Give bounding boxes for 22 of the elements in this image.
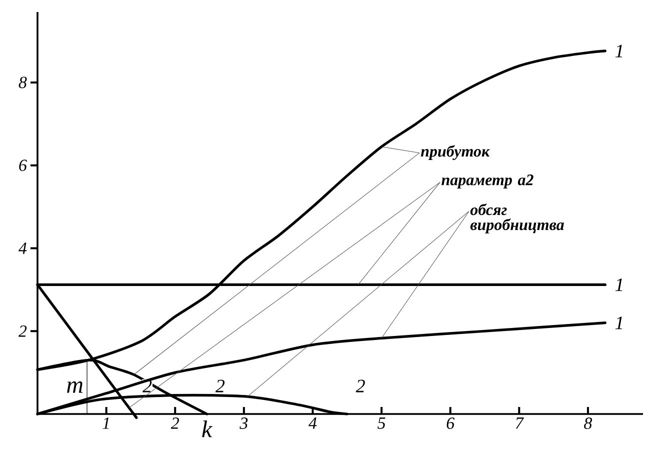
x-tick-label: 3 <box>240 418 248 429</box>
annotation: обсяг виробництва <box>470 204 564 234</box>
x-tick-label: 5 <box>378 418 386 429</box>
annotation: m <box>67 381 83 393</box>
series-label: 2 <box>215 380 225 392</box>
y-tick-label: 6 <box>19 160 27 172</box>
x-tick-label: 4 <box>308 418 317 429</box>
series-label: 1 <box>615 316 622 330</box>
series-label: 1 <box>615 44 622 58</box>
y-tick-label: 2 <box>18 325 27 337</box>
x-tick-label: 8 <box>584 418 592 430</box>
series-label: 2 <box>356 380 365 392</box>
y-tick-label: 8 <box>18 76 27 88</box>
annotation: параметр a2 <box>442 174 534 189</box>
x-tick-label: 7 <box>516 418 524 429</box>
x-tick-label: 2 <box>170 418 179 429</box>
annotation: прибуток <box>420 145 490 160</box>
x-tick-label: 6 <box>446 418 455 429</box>
series-label: 1 <box>615 278 622 291</box>
y-tick-label: 4 <box>18 242 27 254</box>
x-tick-label: 1 <box>102 418 109 429</box>
annotation: k <box>202 420 212 438</box>
